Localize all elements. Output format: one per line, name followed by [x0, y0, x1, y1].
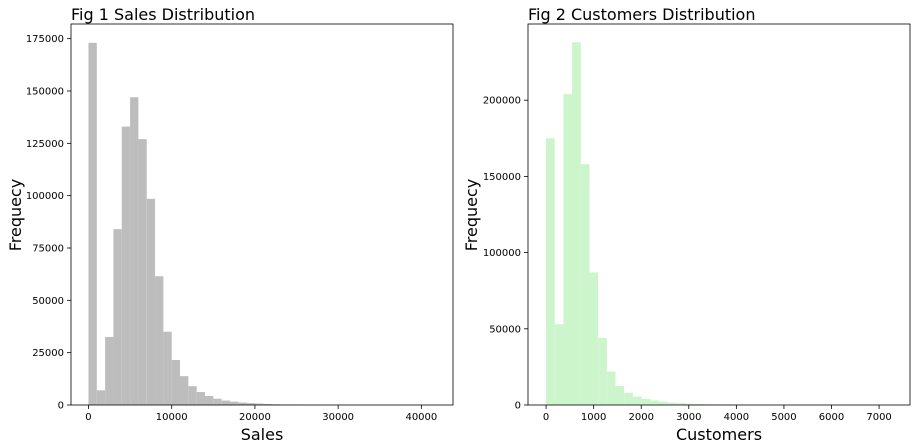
sales-x-tick-label: 40000 — [405, 412, 437, 423]
sales-bar — [180, 376, 189, 405]
sales-bars — [88, 42, 439, 406]
customers-x-tick-label: 7000 — [866, 412, 891, 423]
sales-bar — [246, 403, 255, 405]
sales-bar — [130, 97, 139, 406]
customers-bar — [641, 398, 651, 405]
customers-bar — [676, 403, 685, 405]
customers-x-tick-label: 1000 — [581, 412, 606, 423]
customers-plot-frame — [527, 23, 911, 406]
customers-x-axis: 0 1000 2000 3000 4000 5000 6000 7000 — [543, 405, 892, 423]
sales-bar — [113, 229, 122, 405]
sales-bar — [105, 336, 114, 405]
sales-y-tick-label: 125000 — [26, 139, 64, 150]
sales-x-axis-label: Sales — [241, 425, 284, 444]
sales-y-tick-label: 50000 — [32, 296, 64, 307]
sales-bar — [171, 359, 181, 405]
customers-x-tick-label: 5000 — [771, 412, 796, 423]
sales-bar — [221, 400, 230, 405]
customers-y-axis: 0 50000 100000 150000 200000 — [483, 96, 528, 412]
customers-y-tick-label: 100000 — [483, 248, 521, 259]
customers-bar — [554, 324, 564, 405]
customers-bar — [658, 401, 668, 405]
customers-bar — [589, 272, 599, 405]
sales-bar — [204, 395, 214, 405]
sales-x-tick-label: 10000 — [156, 412, 188, 423]
customers-bar — [606, 371, 616, 405]
sales-y-tick-label: 100000 — [26, 191, 64, 202]
sales-bar — [138, 139, 147, 405]
customers-y-tick-label: 0 — [515, 401, 521, 412]
customers-y-axis-label: Frequecy — [462, 179, 481, 252]
sales-x-tick-label: 20000 — [239, 412, 271, 423]
customers-bar — [572, 42, 581, 406]
customers-x-tick-label: 0 — [543, 412, 549, 423]
sales-x-axis: 0 10000 20000 30000 40000 — [85, 405, 437, 423]
sales-bar — [238, 402, 247, 405]
sales-bar — [254, 403, 264, 405]
sales-chart-title: Fig 1 Sales Distribution — [71, 5, 255, 24]
sales-y-axis-label: Frequecy — [6, 179, 25, 252]
customers-y-tick-label: 150000 — [483, 172, 521, 183]
sales-bar — [229, 401, 239, 405]
sales-bar — [96, 390, 106, 405]
sales-x-tick-label: 0 — [85, 412, 91, 423]
customers-bar — [615, 385, 625, 405]
sales-y-tick-label: 75000 — [32, 243, 64, 254]
customers-bar — [563, 94, 573, 405]
customers-x-tick-label: 3000 — [676, 412, 701, 423]
customers-x-tick-label: 2000 — [628, 412, 653, 423]
customers-bar — [667, 402, 677, 405]
customers-y-tick-label: 50000 — [489, 324, 521, 335]
sales-bar — [263, 403, 272, 405]
sales-y-axis: 0 25000 50000 75000 100000 125000 150000 175000 — [26, 34, 71, 412]
sales-x-tick-label: 30000 — [322, 412, 354, 423]
customers-bar — [684, 403, 694, 405]
sales-bar — [188, 386, 197, 405]
sales-y-tick-label: 0 — [58, 401, 64, 412]
customers-bar — [598, 337, 607, 405]
customers-x-tick-label: 4000 — [724, 412, 749, 423]
sales-y-tick-label: 175000 — [26, 34, 64, 45]
sales-histogram-panel: Fig 1 Sales Distribution 0 10000 20000 3000… — [6, 5, 454, 444]
sales-y-tick-label: 150000 — [26, 86, 64, 97]
sales-bar — [146, 198, 156, 405]
sales-plot-frame — [70, 23, 454, 406]
customers-bars — [546, 42, 894, 406]
sales-bar — [155, 276, 164, 405]
customers-bar — [580, 164, 590, 405]
sales-bar — [121, 126, 131, 406]
customers-bar — [650, 400, 659, 405]
customers-y-tick-label: 200000 — [483, 96, 521, 107]
customers-chart-title: Fig 2 Customers Distribution — [528, 5, 755, 24]
sales-bar — [163, 331, 172, 405]
sales-y-tick-label: 25000 — [32, 348, 64, 359]
sales-bar — [196, 392, 205, 405]
customers-bar — [624, 392, 633, 405]
sales-bar — [213, 398, 222, 405]
customers-bar — [693, 404, 703, 405]
customers-bar — [546, 138, 555, 406]
customers-histogram-panel: Fig 2 Customers Distribution 0 1000 2000 30… — [462, 5, 911, 444]
customers-x-tick-label: 6000 — [819, 412, 844, 423]
customers-x-axis-label: Customers — [676, 425, 762, 444]
sales-bar — [88, 42, 97, 405]
customers-bar — [632, 396, 642, 405]
